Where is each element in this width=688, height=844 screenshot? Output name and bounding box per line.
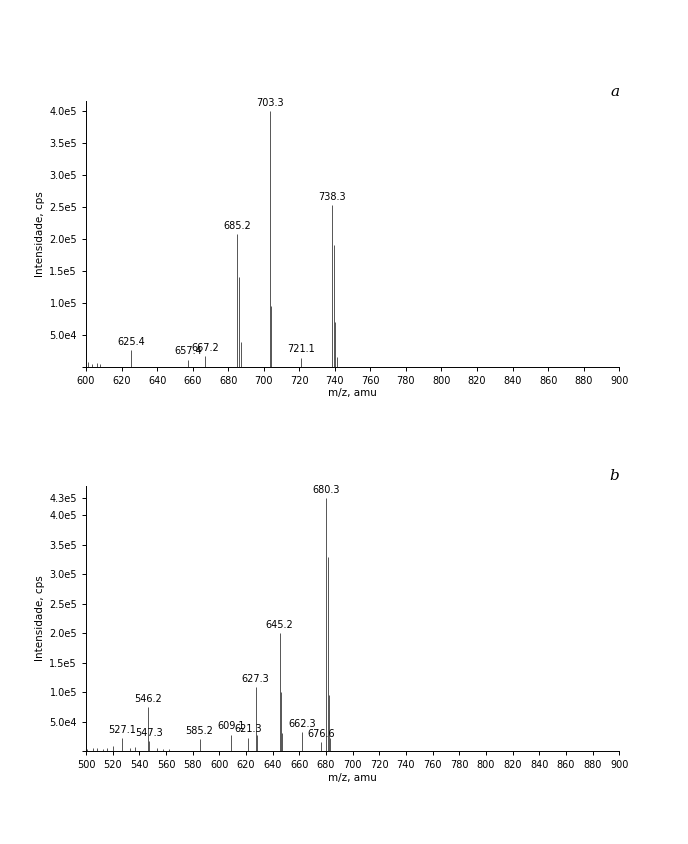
Text: 585.2: 585.2 [186, 726, 213, 736]
Text: a: a [610, 84, 619, 99]
Text: 667.2: 667.2 [191, 344, 219, 353]
Y-axis label: Intensidade, cps: Intensidade, cps [35, 191, 45, 277]
X-axis label: m/z, amu: m/z, amu [328, 773, 377, 783]
Text: 621.3: 621.3 [234, 724, 261, 734]
Text: 609.1: 609.1 [217, 722, 245, 732]
Text: 703.3: 703.3 [256, 98, 283, 108]
Text: 685.2: 685.2 [224, 221, 251, 231]
Text: 680.3: 680.3 [312, 484, 340, 495]
Text: 738.3: 738.3 [318, 192, 345, 203]
X-axis label: m/z, amu: m/z, amu [328, 388, 377, 398]
Y-axis label: Intensidade, cps: Intensidade, cps [35, 576, 45, 662]
Text: 721.1: 721.1 [288, 344, 315, 354]
Text: 662.3: 662.3 [288, 719, 316, 729]
Text: 676.6: 676.6 [308, 728, 335, 738]
Text: 625.4: 625.4 [117, 337, 145, 347]
Text: 657.4: 657.4 [174, 346, 202, 356]
Text: 645.2: 645.2 [266, 620, 293, 630]
Text: 546.2: 546.2 [133, 694, 162, 704]
Text: 547.3: 547.3 [135, 728, 163, 738]
Text: 627.3: 627.3 [241, 674, 270, 684]
Text: 527.1: 527.1 [108, 725, 136, 735]
Text: b: b [610, 469, 619, 484]
